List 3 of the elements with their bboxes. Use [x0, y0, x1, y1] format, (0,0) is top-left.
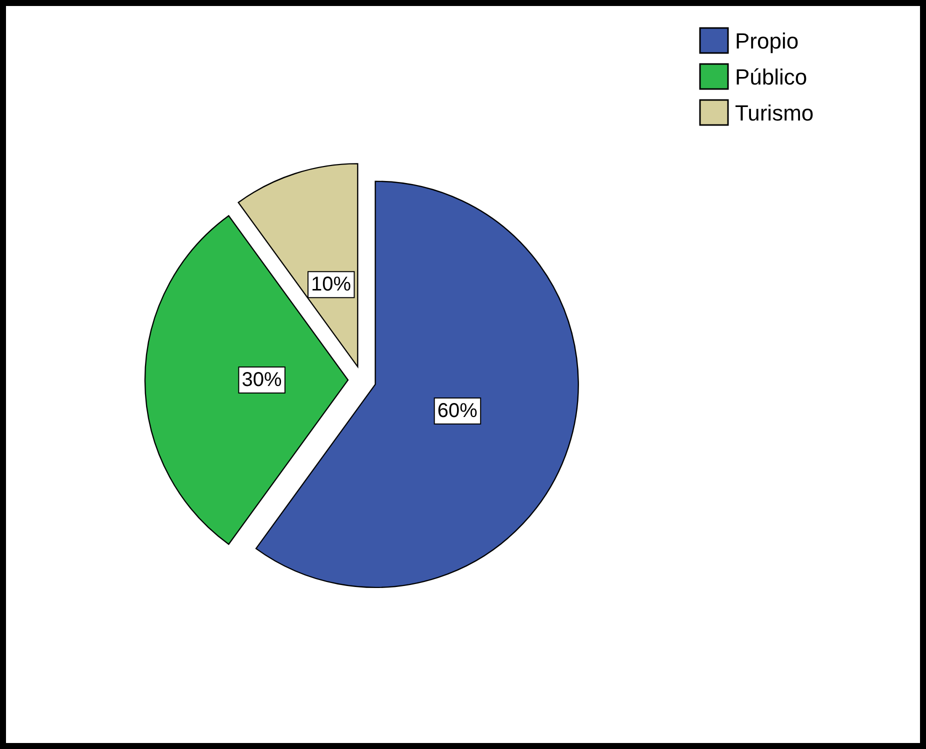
- legend-label: Público: [735, 64, 808, 90]
- legend-label: Turismo: [735, 100, 814, 126]
- legend-label: Propio: [735, 28, 799, 54]
